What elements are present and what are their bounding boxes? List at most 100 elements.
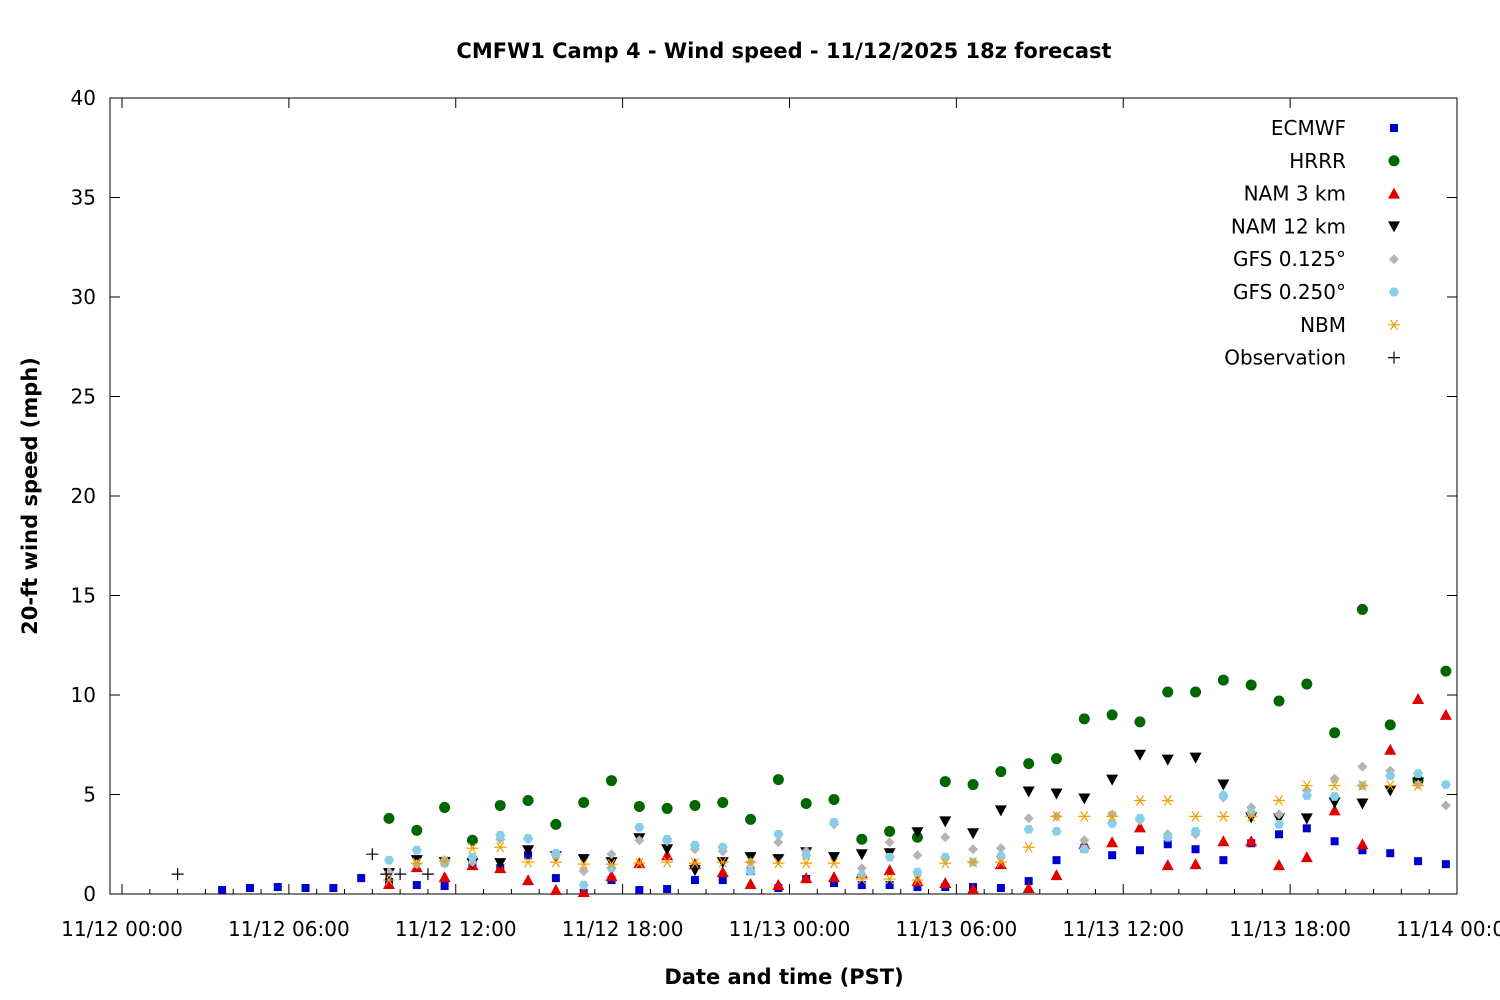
point-gfs-0-250 <box>1274 820 1284 829</box>
point-nbm <box>1106 811 1119 822</box>
point-nbm <box>577 858 590 870</box>
x-tick-label: 11/12 12:00 <box>395 917 517 941</box>
y-tick-label: 30 <box>71 285 96 309</box>
point-ecmwf <box>357 874 366 883</box>
point-nam-3-km <box>1106 836 1119 848</box>
legend-label-nam-12-km: NAM 12 km <box>1231 214 1346 238</box>
point-nbm <box>1133 795 1146 806</box>
point-nbm <box>605 858 618 870</box>
point-nbm <box>410 857 423 869</box>
point-nbm <box>688 857 701 869</box>
point-ecmwf <box>996 884 1005 893</box>
point-ecmwf <box>551 874 560 883</box>
legend-marker-nam-3-km <box>1388 187 1400 199</box>
point-ecmwf <box>1386 849 1395 858</box>
point-nam-12-km <box>1022 786 1035 798</box>
point-hrrr <box>1162 686 1174 698</box>
legend-label-observation: Observation <box>1224 346 1346 370</box>
point-nam-12-km <box>661 844 674 856</box>
point-nbm <box>1189 811 1202 822</box>
point-hrrr <box>661 802 673 814</box>
point-nbm <box>911 874 924 886</box>
point-nam-3-km <box>522 874 535 886</box>
point-ecmwf <box>329 884 338 893</box>
point-nbm <box>549 856 562 868</box>
point-nbm <box>1245 811 1258 822</box>
point-gfs-0-250 <box>384 855 394 865</box>
point-nam-12-km <box>939 816 952 828</box>
point-nam-12-km <box>1384 785 1397 797</box>
point-gfs-0-250 <box>995 851 1006 861</box>
point-nbm <box>772 857 785 869</box>
legend-label-gfs-0-250: GFS 0.250° <box>1233 280 1346 304</box>
point-observation <box>394 868 407 881</box>
point-gfs-0-250 <box>495 830 506 840</box>
point-ecmwf <box>857 881 866 890</box>
point-nam-3-km <box>883 864 896 876</box>
point-hrrr <box>884 825 896 837</box>
point-observation <box>171 868 184 881</box>
point-ecmwf <box>301 884 310 893</box>
x-tick-label: 11/13 12:00 <box>1062 917 1184 941</box>
point-gfs-0-250 <box>1023 824 1034 834</box>
point-nbm <box>967 856 980 868</box>
point-nam-12-km <box>688 865 701 877</box>
point-ecmwf <box>718 876 727 885</box>
point-ecmwf <box>1024 877 1033 886</box>
x-tick-label: 11/13 18:00 <box>1229 917 1351 941</box>
point-nam-3-km <box>1050 869 1063 881</box>
point-ecmwf <box>913 883 922 892</box>
legend-marker-gfs-0-125 <box>1389 254 1399 265</box>
point-nam-3-km <box>1133 821 1146 833</box>
point-ecmwf <box>273 883 282 892</box>
point-hrrr <box>522 794 534 806</box>
point-gfs-0-250 <box>411 845 422 855</box>
legend-label-hrrr: HRRR <box>1289 149 1346 173</box>
point-nam-12-km <box>1189 752 1202 764</box>
point-ecmwf <box>1414 857 1423 866</box>
point-hrrr <box>939 776 951 788</box>
point-nbm <box>716 856 729 868</box>
point-ecmwf <box>412 881 421 890</box>
point-nbm <box>1161 795 1174 806</box>
point-ecmwf <box>1330 837 1339 846</box>
point-ecmwf <box>1108 851 1117 860</box>
point-nam-3-km <box>1022 882 1035 894</box>
point-nam-12-km <box>772 854 785 866</box>
legend-marker-hrrr <box>1388 155 1400 167</box>
point-gfs-0-125 <box>1357 761 1368 772</box>
point-gfs-0-250 <box>689 840 700 850</box>
legend-marker-observation <box>1388 351 1400 364</box>
legend-label-nbm: NBM <box>1300 313 1346 337</box>
series-nbm <box>383 780 1425 886</box>
point-hrrr <box>550 818 562 830</box>
point-gfs-0-250 <box>912 867 923 877</box>
point-gfs-0-125 <box>856 863 867 874</box>
point-gfs-0-250 <box>1413 769 1424 778</box>
point-gfs-0-250 <box>578 880 589 890</box>
point-nam-12-km <box>1328 797 1341 809</box>
point-gfs-0-250 <box>1246 808 1257 817</box>
point-gfs-0-250 <box>662 834 673 844</box>
series-gfs-0-250 <box>384 769 1451 890</box>
point-ecmwf <box>663 885 672 894</box>
point-nbm <box>1384 780 1397 791</box>
point-hrrr <box>439 801 451 813</box>
point-gfs-0-125 <box>940 832 951 843</box>
point-hrrr <box>995 766 1007 778</box>
point-gfs-0-250 <box>884 852 895 862</box>
point-nam-3-km <box>1161 859 1174 871</box>
point-nam-12-km <box>1300 813 1313 825</box>
point-hrrr <box>1356 603 1368 615</box>
point-hrrr <box>383 812 395 824</box>
y-tick-label: 5 <box>83 783 96 807</box>
point-nam-12-km <box>1161 754 1174 766</box>
point-nbm <box>1217 811 1230 822</box>
point-ecmwf <box>1275 830 1283 839</box>
point-hrrr <box>967 779 979 791</box>
point-nbm <box>994 856 1007 868</box>
point-hrrr <box>856 833 868 845</box>
series-observation <box>171 848 434 881</box>
point-hrrr <box>1078 713 1090 725</box>
